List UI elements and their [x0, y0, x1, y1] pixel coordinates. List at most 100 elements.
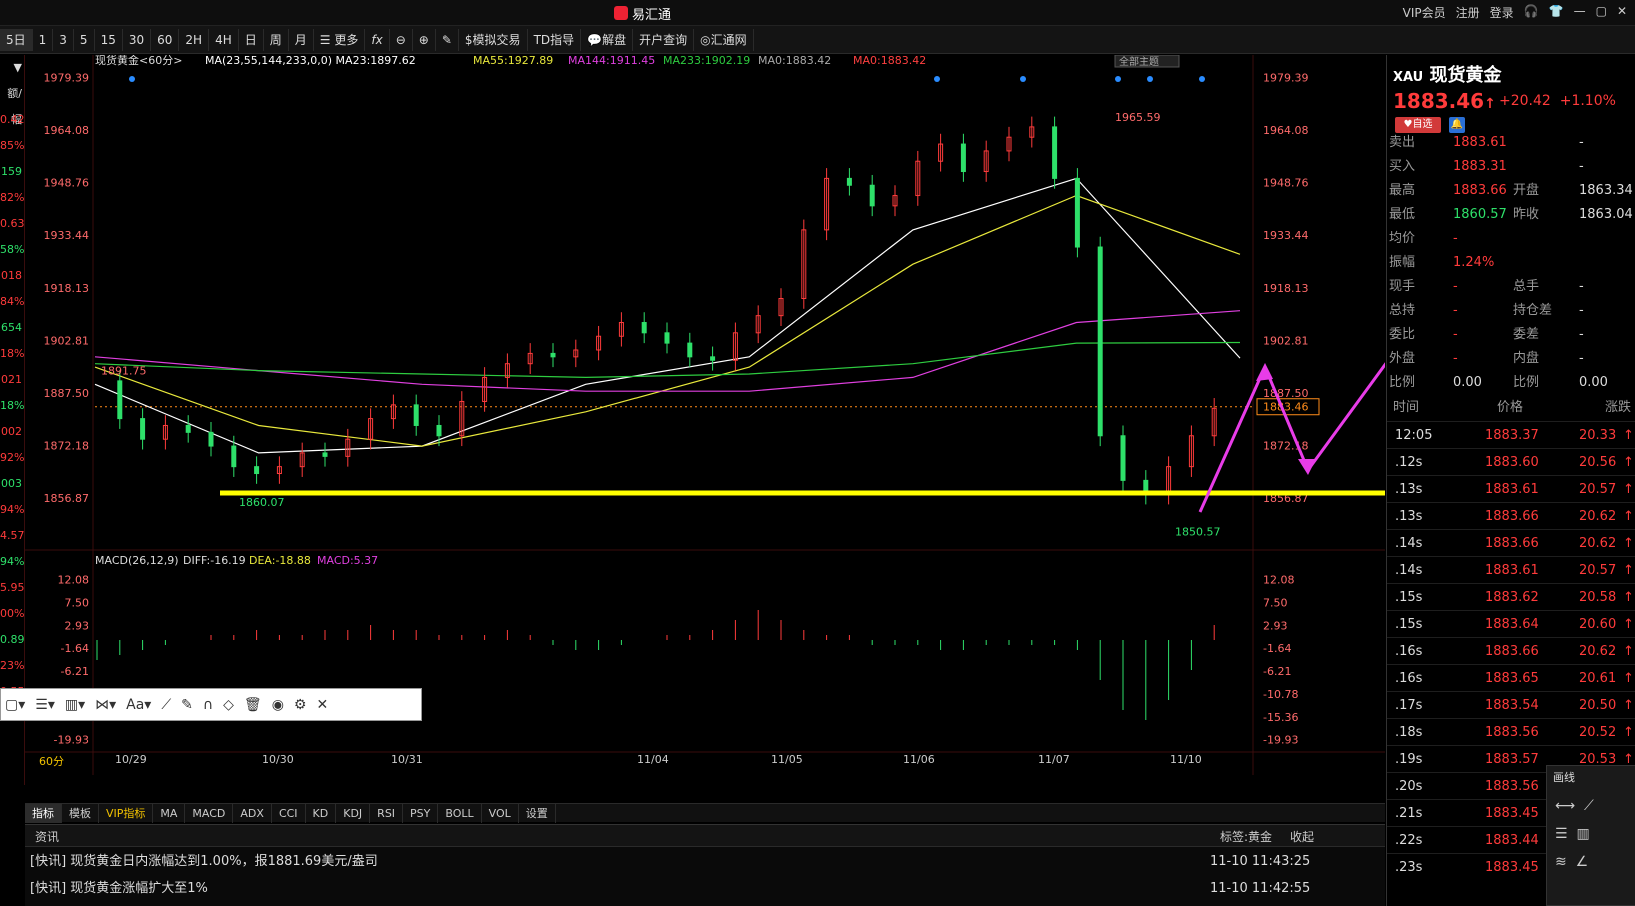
arrow-head-icon: [1256, 363, 1273, 381]
magnet-icon[interactable]: ∩: [202, 696, 214, 713]
vbars-tool-icon[interactable]: ▥: [1576, 826, 1590, 842]
news-item[interactable]: [快讯] 现货黄金日内涨幅达到1.00%，报1881.69美元/盎司 11-10…: [30, 849, 1360, 875]
tick-t: .13s: [1395, 482, 1423, 497]
login-link[interactable]: 登录: [1489, 6, 1514, 20]
more-button[interactable]: ☰ 更多: [314, 28, 366, 51]
period-30m[interactable]: 30: [123, 28, 152, 51]
title-bar: 易汇通 VIP会员 注册 登录 🎧 👕 — ▢ ✕: [0, 0, 1635, 26]
candle-body: [390, 404, 396, 420]
indicator-tab[interactable]: KDJ: [336, 803, 371, 823]
period-4h[interactable]: 4H: [209, 28, 239, 51]
candle-body: [960, 143, 966, 173]
vip-link[interactable]: VIP会员: [1402, 6, 1446, 20]
draw-pen-icon[interactable]: ✎: [436, 28, 459, 51]
quote-v2: 1863.04: [1579, 207, 1633, 222]
candle-body: [732, 332, 738, 361]
analysis-button[interactable]: 💬解盘: [581, 28, 634, 51]
candle-body: [618, 322, 624, 337]
minimize-icon[interactable]: —: [1573, 4, 1586, 18]
eye-icon[interactable]: ◉: [271, 696, 284, 713]
ray-tool-icon[interactable]: ⟋: [1583, 798, 1594, 814]
sim-trade-button[interactable]: $模拟交易: [459, 28, 528, 51]
pattern-tool-icon[interactable]: ⋈▾: [95, 696, 117, 713]
pencil-icon[interactable]: ✎: [181, 696, 193, 713]
register-link[interactable]: 注册: [1455, 6, 1480, 20]
tick-t: .15s: [1395, 617, 1423, 632]
collapse-button[interactable]: 收起: [1290, 830, 1315, 844]
indicator-tab[interactable]: 设置: [519, 803, 556, 823]
period-2h[interactable]: 2H: [179, 28, 210, 51]
candle-body: [1188, 435, 1194, 468]
left-annotation: 1891.75: [101, 364, 147, 377]
kline-chart[interactable]: 1979.39 1979.39 1964.08 1964.08 1948.76 1948.…: [25, 55, 1385, 785]
close-icon[interactable]: ✕: [1616, 4, 1627, 18]
quote-v2: -: [1579, 135, 1584, 150]
favorite-button[interactable]: ♥自选: [1395, 117, 1441, 133]
channel-tool-icon[interactable]: ☰: [1555, 826, 1568, 842]
news-tab[interactable]: 资讯: [35, 830, 60, 844]
indicator-tab[interactable]: 模板: [62, 803, 99, 823]
text-list-tool-icon[interactable]: ☰▾: [35, 696, 55, 713]
period-15m[interactable]: 15: [95, 28, 123, 51]
quote-row: 总持 - 持仓差 -: [1387, 299, 1635, 323]
shirt-icon[interactable]: 👕: [1548, 4, 1564, 18]
bars-tool-icon[interactable]: ▥▾: [64, 696, 86, 713]
tick-row: .15s 1883.64 20.60 ↑: [1387, 610, 1635, 637]
period-5d[interactable]: 5日: [0, 28, 33, 51]
quote-v2: 0.00: [1579, 375, 1608, 390]
period-1m[interactable]: 1: [33, 28, 54, 51]
period-day[interactable]: 日: [239, 28, 264, 51]
zoom-out-icon[interactable]: ⊖: [390, 28, 413, 51]
period-5m[interactable]: 5: [74, 28, 95, 51]
candle-body: [801, 229, 807, 299]
indicator-tab[interactable]: MA: [153, 803, 186, 823]
gear-icon[interactable]: ⚙: [293, 696, 307, 713]
formula-button[interactable]: fx: [365, 28, 390, 51]
arrow-up-icon: ↑: [1623, 563, 1634, 578]
indicator-tab[interactable]: RSI: [370, 803, 404, 823]
drawing-toolbar: ▢▾ ☰▾ ▥▾ ⋈▾ Aa▾ ⟋ ✎ ∩ ◇ 🗑 ◉ ⚙ ✕: [0, 688, 422, 721]
ma-legend-item: MA(23,55,144,233,0,0) MA23:1897.62: [205, 55, 416, 67]
candle-body: [710, 356, 716, 361]
angle-tool-icon[interactable]: ∠: [1575, 854, 1589, 870]
left-strip-value: 4.57: [0, 529, 25, 542]
left-strip-value: 021: [1, 373, 22, 386]
quote-panel: XAU 现货黄金 1883.46↑ +20.42 +1.10% ♥自选 🔔 卖出…: [1386, 55, 1635, 906]
y-tick-left: 1979.39: [44, 72, 90, 85]
period-3m[interactable]: 3: [53, 28, 74, 51]
hline-tool-icon[interactable]: ⟷: [1555, 798, 1576, 814]
ruler-icon[interactable]: ⟋: [161, 696, 172, 713]
period-60m[interactable]: 60: [151, 28, 180, 51]
quote-l1: 均价: [1389, 231, 1416, 246]
trash-icon[interactable]: 🗑: [243, 696, 262, 713]
rect-tool-icon[interactable]: ▢▾: [5, 696, 26, 713]
headset-icon[interactable]: 🎧: [1523, 4, 1539, 18]
indicator-tab[interactable]: CCI: [272, 803, 306, 823]
event-dot: [129, 76, 135, 82]
eraser-icon[interactable]: ◇: [223, 696, 234, 713]
indicator-tab[interactable]: VIP指标: [99, 803, 154, 823]
account-query-button[interactable]: 开户查询: [633, 28, 695, 51]
indicator-tab[interactable]: PSY: [403, 803, 439, 823]
period-week[interactable]: 周: [264, 28, 289, 51]
indicator-tab[interactable]: MACD: [185, 803, 234, 823]
indicator-tab[interactable]: VOL: [482, 803, 519, 823]
indicator-tab[interactable]: ADX: [233, 803, 272, 823]
indicator-tab[interactable]: KD: [306, 803, 337, 823]
tick-p: 1883.44: [1485, 833, 1539, 848]
font-tool[interactable]: Aa▾: [126, 696, 152, 713]
close-icon[interactable]: ✕: [316, 696, 329, 713]
left-strip-value: 94%: [0, 555, 25, 568]
quote-l1: 最高: [1389, 183, 1416, 198]
zoom-in-icon[interactable]: ⊕: [413, 28, 436, 51]
site-button[interactable]: ◎汇通网: [694, 28, 754, 51]
indicator-tab[interactable]: BOLL: [438, 803, 482, 823]
bell-icon[interactable]: 🔔: [1449, 117, 1465, 133]
fib-tool-icon[interactable]: ≋: [1555, 854, 1567, 870]
maximize-icon[interactable]: ▢: [1595, 4, 1607, 18]
period-month[interactable]: 月: [289, 28, 314, 51]
news-item[interactable]: [快讯] 现货黄金涨幅扩大至1% 11-10 11:42:55: [30, 876, 1360, 902]
indicator-tab[interactable]: 指标: [25, 803, 62, 823]
macd-dea: DEA:-18.88: [249, 554, 311, 567]
td-guide-button[interactable]: TD指导: [528, 28, 582, 51]
